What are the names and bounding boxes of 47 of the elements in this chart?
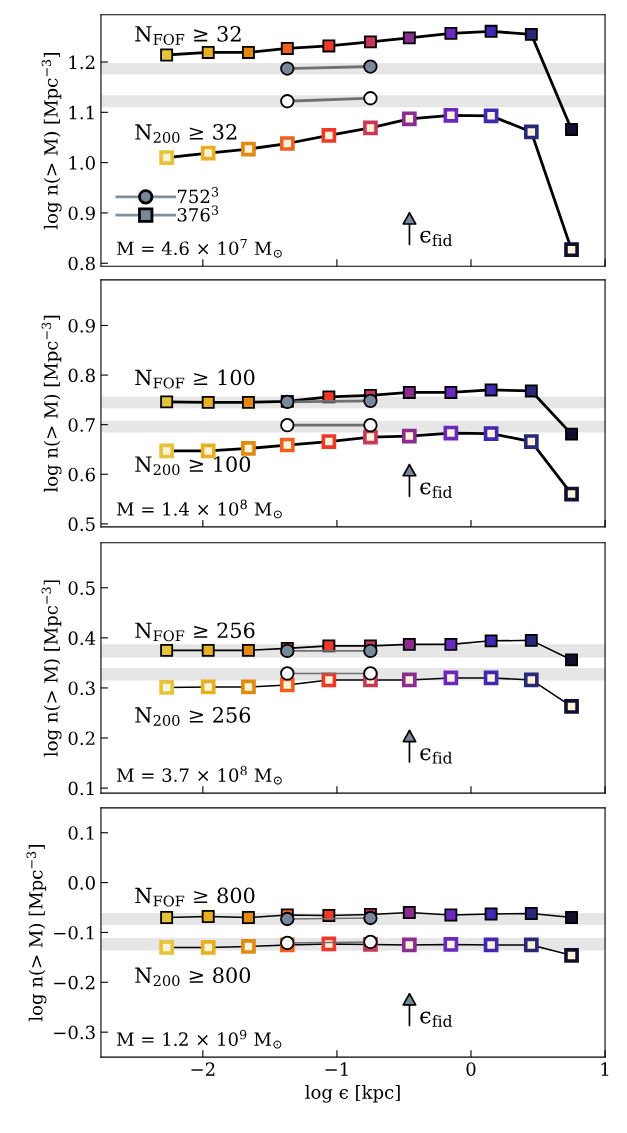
legend-label: 752$^{3}$: [177, 187, 219, 204]
y-tick-label: 0.2: [68, 731, 95, 746]
annotation: ϵ$_{fid}$: [420, 1011, 453, 1028]
y-tick-label: 0.5: [68, 517, 95, 531]
x-axis-title: log ϵ [kpc]: [305, 1084, 400, 1103]
annotation: N$_{200}$ ≥ 256: [135, 707, 251, 726]
y-tick-label: 0.5: [68, 581, 95, 595]
x-tick-label: 1: [601, 1062, 609, 1076]
annotation: M = 1.2 × 10$^{9}$ M$_{⊙}$: [116, 1029, 282, 1049]
y-tick-label: 0.1: [68, 781, 94, 796]
y-tick-label: 0.6: [68, 467, 95, 482]
y-tick-label: 0.9: [68, 318, 95, 333]
y-axis-title: log n(> M) [Mpc$^{−3}$]: [26, 844, 47, 1022]
y-axis-title: log n(> M) [Mpc$^{−3}$]: [41, 52, 62, 230]
y-tick-label: 0.9: [68, 206, 95, 221]
x-tick-label: 0: [466, 1062, 476, 1076]
y-axis-title: log n(> M) [Mpc$^{−3}$]: [41, 315, 62, 493]
annotation: M = 1.4 × 10$^{8}$ M$_{⊙}$: [116, 499, 282, 519]
annotation: N$_{FOF}$ ≥ 100: [135, 369, 255, 389]
y-tick-label: 0.7: [68, 418, 95, 432]
y-tick-label: 0.0: [68, 876, 95, 890]
y-tick-label: 0.4: [68, 631, 96, 645]
annotation: M = 4.6 × 10$^{7}$ M$_{⊙}$: [116, 239, 282, 258]
annotation: ϵ$_{fid}$: [420, 748, 453, 764]
y-tick-label: 0.3: [68, 681, 95, 696]
annotation: N$_{FOF}$ ≥ 256: [135, 622, 255, 642]
y-axis-title: log n(> M) [Mpc$^{−3}$]: [41, 580, 62, 757]
annotation: N$_{200}$ ≥ 800: [135, 967, 251, 987]
y-tick-label: −0.3: [54, 1025, 95, 1040]
y-tick-label: −0.2: [54, 975, 95, 990]
annotation: M = 3.7 × 10$^{8}$ M$_{⊙}$: [116, 765, 282, 785]
annotation: N$_{FOF}$ ≥ 32: [135, 25, 241, 45]
x-tick-label: −1: [325, 1062, 348, 1076]
annotation: ϵ$_{fid}$: [420, 482, 453, 498]
y-tick-label: −0.1: [54, 925, 94, 940]
y-tick-label: 1.1: [69, 105, 94, 120]
x-tick-label: −2: [191, 1062, 215, 1076]
legend-label: 376$^{3}$: [177, 205, 219, 222]
annotation: N$_{200}$ ≥ 32: [135, 124, 237, 143]
y-tick-label: 0.1: [68, 826, 94, 840]
y-tick-label: 1.0: [69, 156, 95, 170]
y-tick-label: 1.2: [69, 55, 95, 70]
y-tick-label: 0.8: [68, 256, 95, 271]
annotation: ϵ$_{fid}$: [420, 230, 453, 247]
annotation: N$_{200}$ ≥ 100: [135, 456, 251, 476]
annotation: N$_{FOF}$ ≥ 800: [135, 887, 255, 907]
y-tick-label: 0.8: [68, 368, 95, 383]
